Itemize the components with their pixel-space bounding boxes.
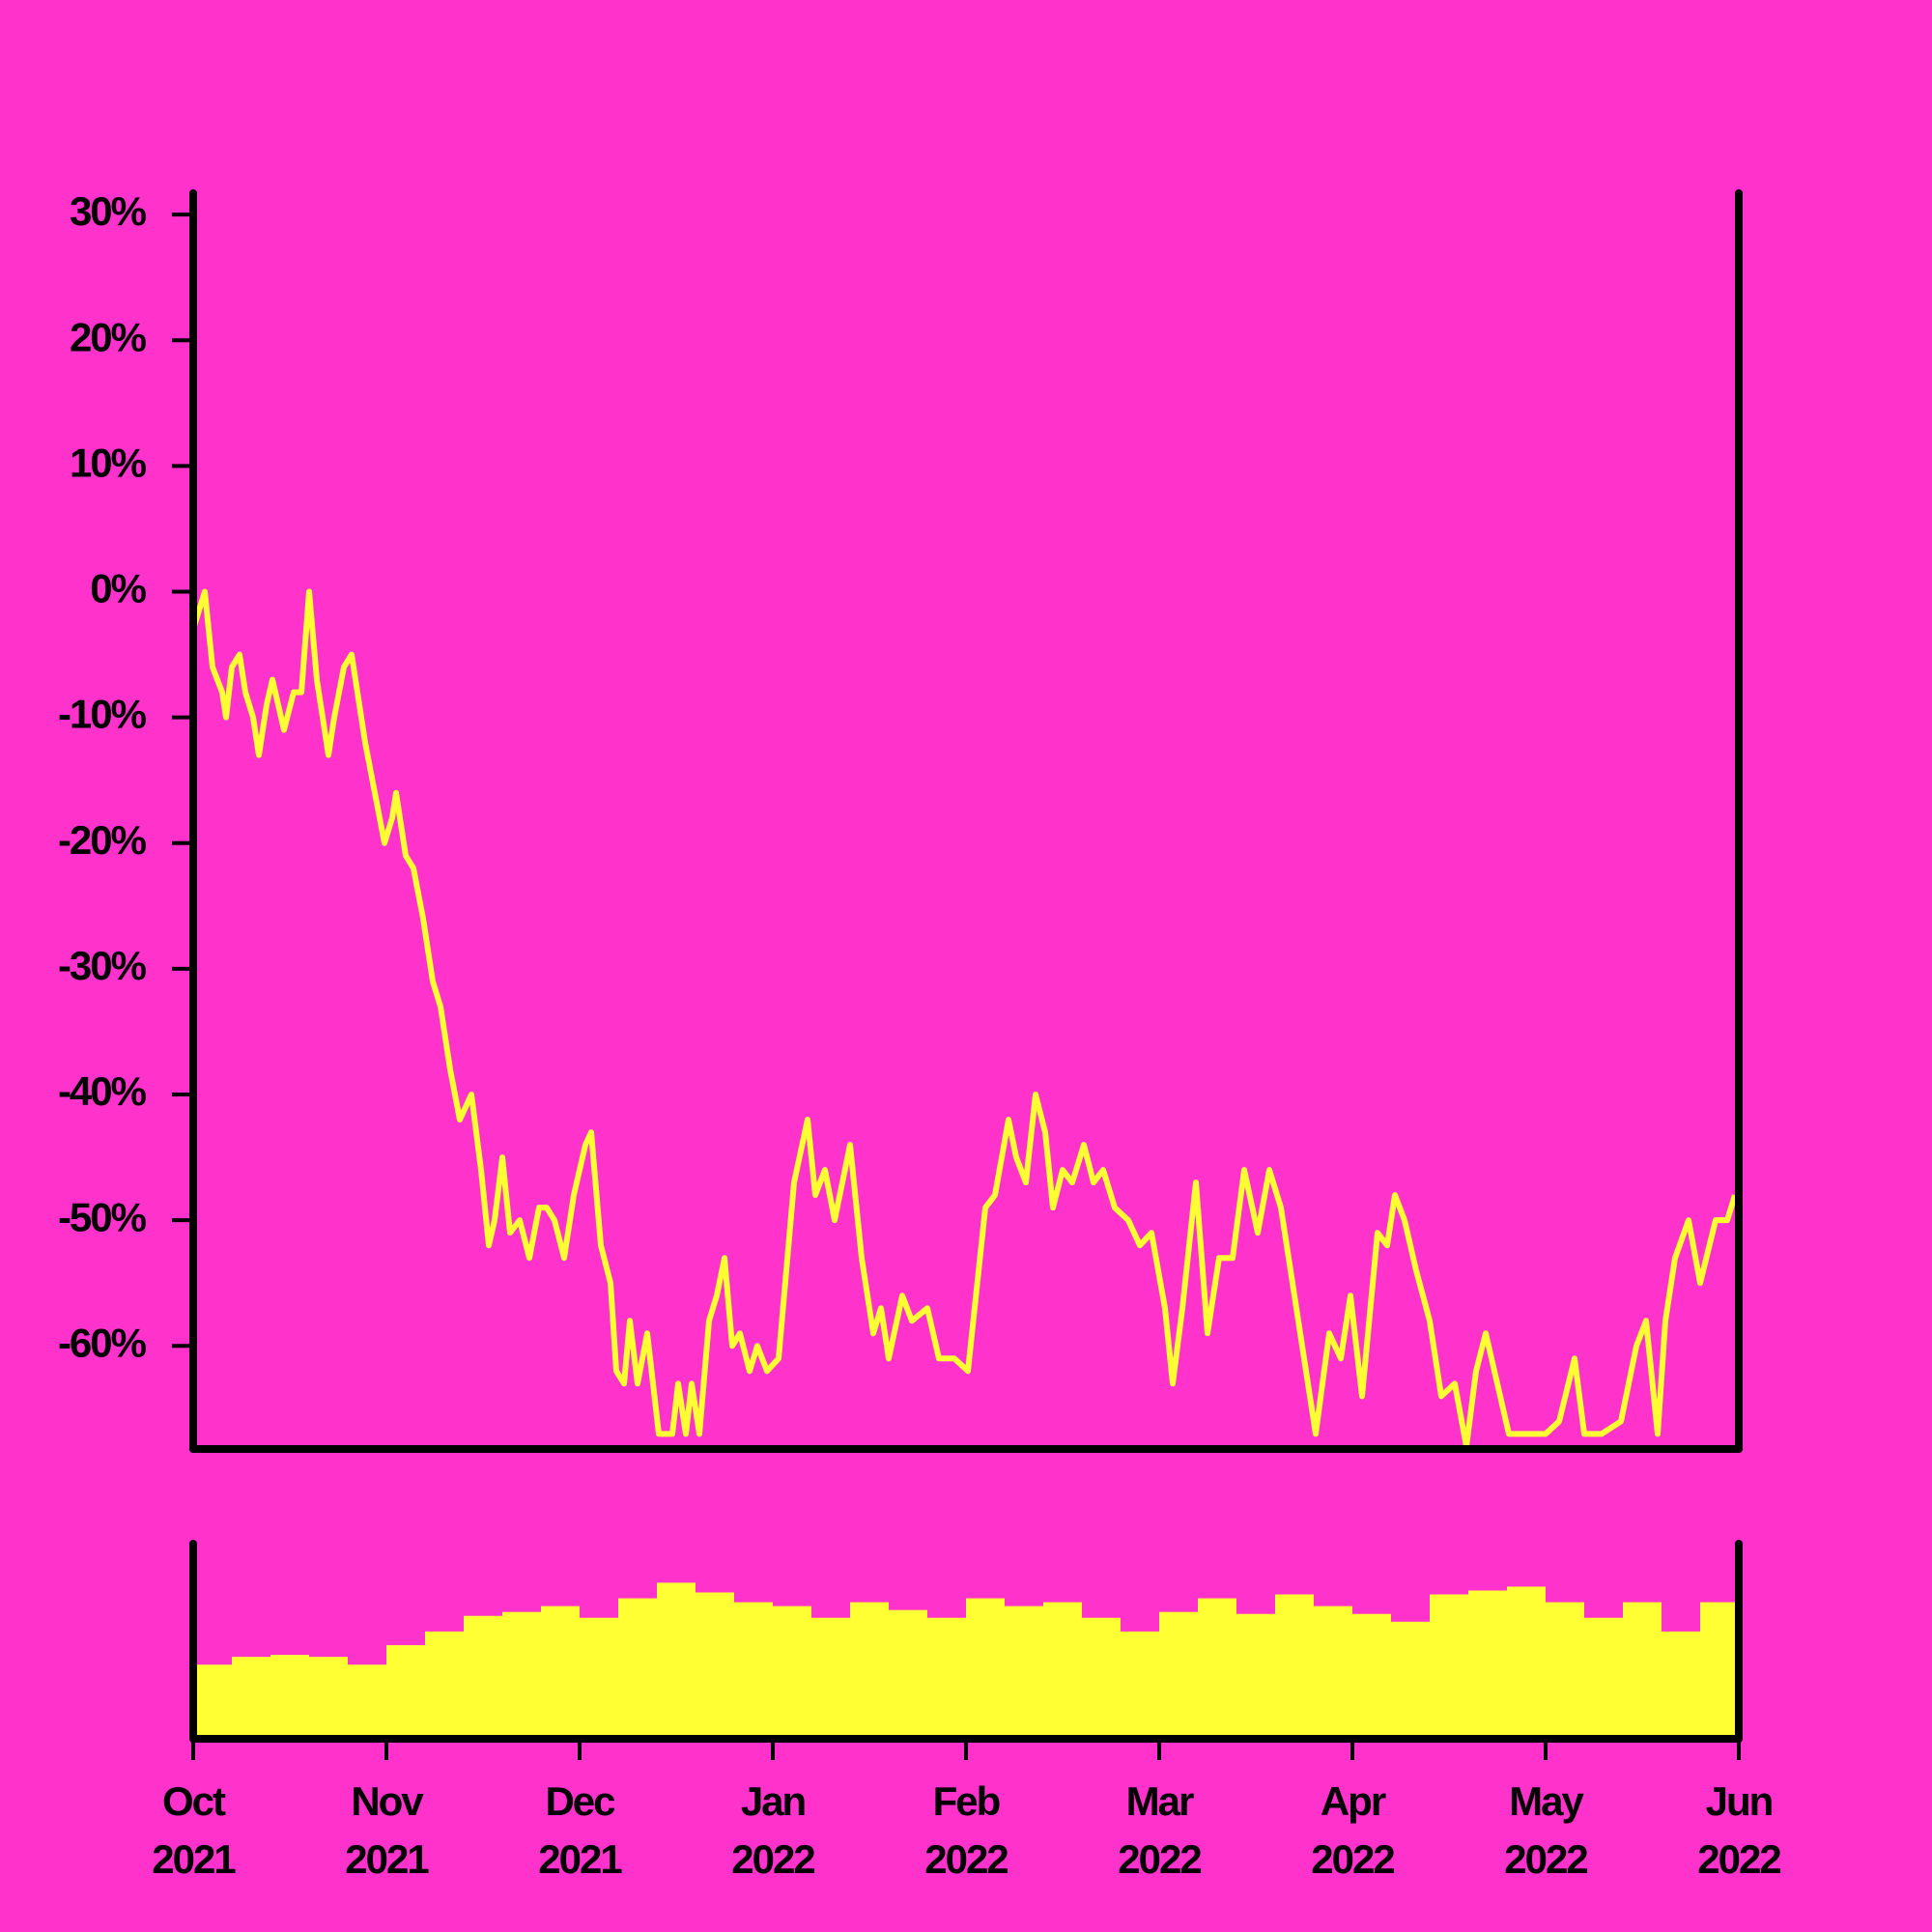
y-tick-label: -20% (58, 817, 147, 863)
volume-bar (1662, 1631, 1700, 1739)
volume-bar (1198, 1598, 1236, 1739)
y-tick-label: 20% (70, 314, 147, 359)
volume-bar (270, 1655, 309, 1739)
volume-bar (1005, 1605, 1043, 1739)
x-tick-label: Apr 2022 (1311, 1778, 1395, 1882)
volume-bar (734, 1602, 773, 1739)
x-tick-label: Oct 2021 (152, 1778, 236, 1882)
price-line (190, 588, 1738, 1450)
x-tick-label: Mar 2022 (1118, 1778, 1202, 1882)
volume-bar (1275, 1594, 1314, 1739)
volume-bar (889, 1609, 927, 1739)
volume-bar (1430, 1594, 1468, 1739)
volume-bar (1314, 1605, 1352, 1739)
volume-bar (502, 1611, 541, 1739)
y-tick-label: -50% (58, 1194, 147, 1239)
x-tick-label: Jun 2022 (1697, 1778, 1781, 1882)
volume-bar (850, 1602, 889, 1739)
volume-bar (1236, 1613, 1275, 1739)
x-tick-label: May 2022 (1504, 1778, 1588, 1882)
volume-bar (1468, 1590, 1507, 1739)
volume-bar (1584, 1617, 1623, 1739)
volume-bar (1700, 1602, 1739, 1739)
x-tick-label: Feb 2022 (924, 1778, 1009, 1882)
volume-bar (657, 1582, 696, 1739)
volume-bar (425, 1631, 464, 1739)
volume-bar (232, 1657, 270, 1739)
volume-bar (1546, 1602, 1584, 1739)
y-tick-label: -40% (58, 1068, 147, 1114)
volume-bar (1121, 1631, 1159, 1739)
volume-bar (464, 1615, 502, 1739)
volume-bar (1159, 1611, 1198, 1739)
y-tick-label: -10% (58, 692, 147, 737)
volume-bar (618, 1598, 657, 1739)
volume-bar (1507, 1586, 1546, 1739)
volume-bar (811, 1617, 850, 1739)
volume-bar (1352, 1613, 1391, 1739)
x-tick-label: Dec 2021 (538, 1778, 622, 1882)
x-tick-label: Jan 2022 (731, 1778, 815, 1882)
y-tick-label: 10% (70, 440, 147, 485)
volume-bar (1391, 1621, 1430, 1739)
volume-bar (193, 1664, 232, 1739)
y-tick-label: -60% (58, 1320, 147, 1365)
volume-bar (773, 1605, 811, 1739)
volume-bar (386, 1645, 425, 1739)
volume-bar (309, 1657, 348, 1739)
x-tick-label: Nov 2021 (345, 1778, 429, 1882)
volume-bar (696, 1592, 734, 1739)
volume-bar (1043, 1602, 1082, 1739)
y-tick-label: 30% (70, 188, 147, 234)
volume-bar (966, 1598, 1005, 1739)
y-tick-label: -30% (58, 943, 147, 988)
y-tick-label: 0% (90, 566, 146, 611)
volume-bar (541, 1605, 580, 1739)
volume-bar (348, 1664, 386, 1739)
volume-bar (927, 1617, 966, 1739)
volume-bar (1623, 1602, 1662, 1739)
volume-bar (1082, 1617, 1121, 1739)
volume-bar (580, 1617, 618, 1739)
